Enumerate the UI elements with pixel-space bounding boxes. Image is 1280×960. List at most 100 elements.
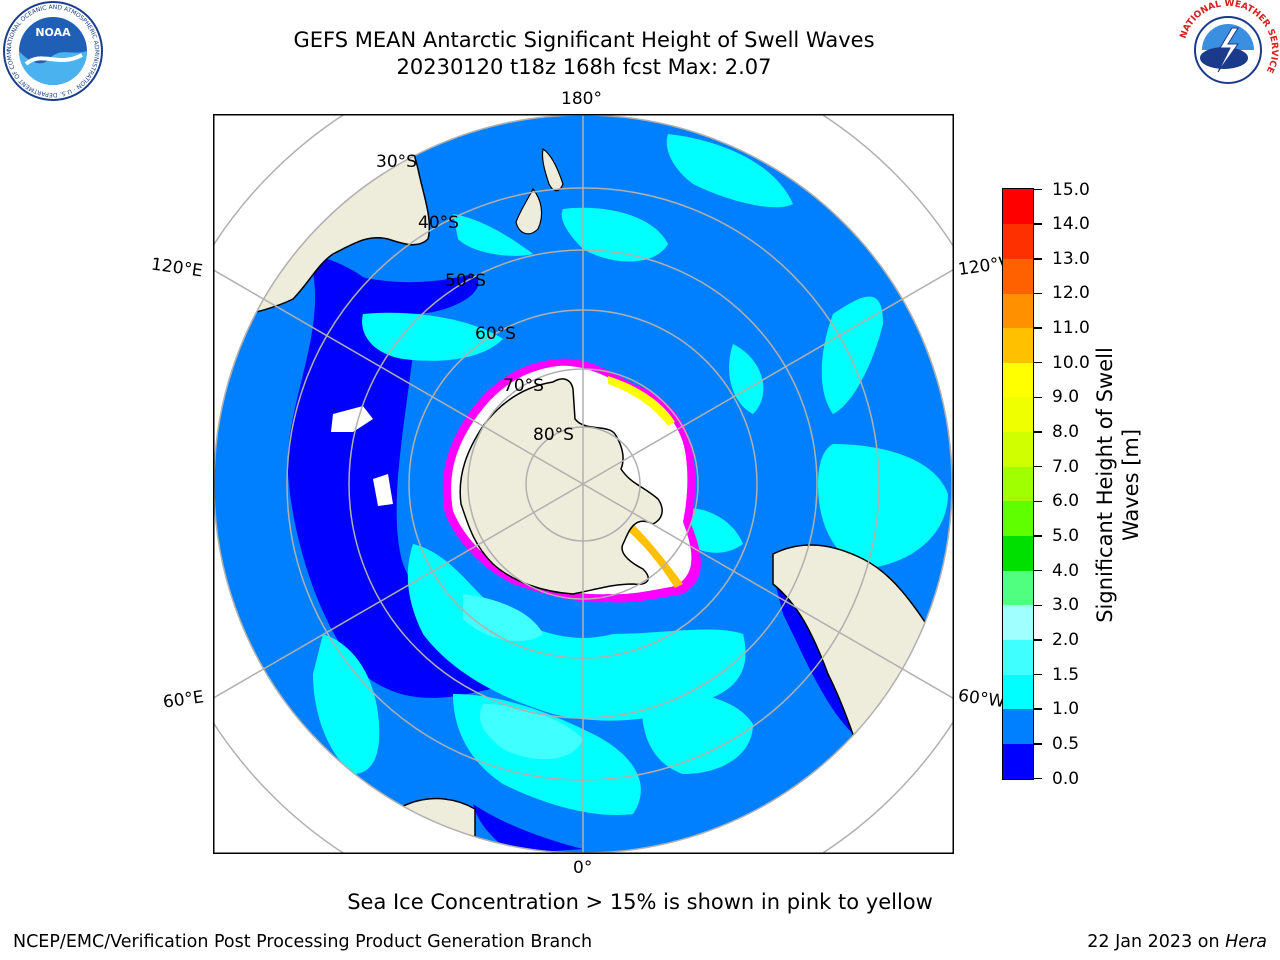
colorbar-tick xyxy=(1034,569,1042,572)
lon-label-0: 0° xyxy=(573,858,593,878)
colorbar-segment xyxy=(1003,674,1033,710)
lat-label-60s: 60°S xyxy=(475,324,516,344)
swell-region-cyan xyxy=(561,207,668,262)
colorbar-tick-label: 3.0 xyxy=(1052,595,1080,616)
lon-label-60e: 60°E xyxy=(161,687,206,713)
colorbar-tick-label: 5.0 xyxy=(1052,525,1080,546)
lat-label-50s: 50°S xyxy=(445,271,486,291)
colorbar-tick-label: 2.0 xyxy=(1052,629,1080,650)
colorbar-title: Significant Height of Swell Waves [m] xyxy=(1092,347,1144,623)
colorbar-tick-label: 15.0 xyxy=(1052,179,1090,200)
swell-region-cyan xyxy=(407,544,746,721)
lon-label-180: 180° xyxy=(561,89,602,109)
footer-date-text: 22 Jan 2023 on xyxy=(1087,932,1226,952)
colorbar-tick-label: 10.0 xyxy=(1052,352,1090,373)
colorbar-segment xyxy=(1003,362,1033,398)
colorbar-tick xyxy=(1034,361,1042,364)
colorbar-tick xyxy=(1034,500,1042,503)
colorbar-segment xyxy=(1003,570,1033,606)
swell-region-cyan xyxy=(821,296,883,414)
colorbar-tick xyxy=(1034,604,1042,606)
colorbar-tick xyxy=(1034,292,1042,295)
colorbar-tick-label: 9.0 xyxy=(1052,387,1080,408)
colorbar-tick-label: 6.0 xyxy=(1052,491,1080,512)
footer-date: 22 Jan 2023 on Hera xyxy=(1087,932,1267,952)
colorbar-tick-label: 1.5 xyxy=(1052,664,1080,685)
colorbar-tick-label: 0.5 xyxy=(1052,733,1080,754)
colorbar-tick xyxy=(1034,223,1042,225)
colorbar-title-line1: Significant Height of Swell xyxy=(1093,347,1117,623)
swell-region-cyan xyxy=(313,634,380,774)
colorbar-segment xyxy=(1003,258,1033,294)
colorbar-segment xyxy=(1003,708,1033,744)
colorbar-segment xyxy=(1003,604,1033,640)
footer-host: Hera xyxy=(1225,932,1267,952)
colorbar-segment xyxy=(1003,743,1033,779)
colorbar-tick xyxy=(1034,431,1042,433)
colorbar-tick xyxy=(1034,188,1042,191)
colorbar-segment xyxy=(1003,466,1033,502)
colorbar-tick xyxy=(1034,743,1042,745)
colorbar-tick xyxy=(1034,708,1042,710)
swell-region-cyan xyxy=(642,692,753,774)
colorbar-title-line2: Waves [m] xyxy=(1119,428,1143,542)
colorbar-tick xyxy=(1034,639,1042,641)
lon-label-120e: 120°E xyxy=(149,254,204,282)
lon-60e-120w-line xyxy=(213,268,954,700)
swell-region-aqua xyxy=(479,704,583,760)
swell-region-cyan xyxy=(362,312,503,361)
sea-ice-high xyxy=(608,376,675,426)
new-zealand-south-island xyxy=(515,187,543,235)
lon-label-60w: 60°W xyxy=(956,685,1007,713)
lat-label-80s: 80°S xyxy=(533,425,574,445)
colorbar-tick xyxy=(1034,327,1042,329)
antarctic-map: 30°S 40°S 50°S 60°S 70°S 80°S xyxy=(213,114,954,854)
colorbar-tick-label: 12.0 xyxy=(1052,283,1090,304)
colorbar-segment xyxy=(1003,431,1033,467)
swell-region-low xyxy=(308,254,479,315)
noaa-logo-text: NOAA xyxy=(35,26,71,39)
swell-region-cyan xyxy=(666,134,793,208)
chart-title-line1: GEFS MEAN Antarctic Significant Height o… xyxy=(293,28,875,52)
map-border xyxy=(213,114,954,854)
swell-region-low xyxy=(287,254,513,698)
colorbar xyxy=(1002,188,1034,780)
colorbar-tick xyxy=(1034,535,1042,537)
colorbar-segment xyxy=(1003,189,1033,225)
sea-ice-high xyxy=(627,524,683,588)
colorbar-tick-label: 14.0 xyxy=(1052,214,1090,235)
sea-ice-note: Sea Ice Concentration > 15% is shown in … xyxy=(347,890,933,914)
colorbar-segment xyxy=(1003,535,1033,571)
colorbar-tick xyxy=(1034,777,1042,780)
nws-logo: NATIONAL WEATHER SERVICE xyxy=(1179,0,1279,98)
no-data-patch xyxy=(373,474,393,506)
colorbar-segment xyxy=(1003,639,1033,675)
colorbar-tick xyxy=(1034,465,1042,468)
swell-region-cyan xyxy=(818,444,948,569)
colorbar-tick-label: 7.0 xyxy=(1052,456,1080,477)
colorbar-tick-label: 8.0 xyxy=(1052,422,1080,443)
lat-label-40s: 40°S xyxy=(418,213,459,233)
colorbar-tick-label: 4.0 xyxy=(1052,560,1080,581)
swell-region-low xyxy=(473,804,583,853)
colorbar-tick-label: 11.0 xyxy=(1052,318,1090,339)
lat-label-30s: 30°S xyxy=(376,152,417,172)
no-data-patch xyxy=(331,406,373,432)
colorbar-segment xyxy=(1003,500,1033,537)
colorbar-tick-label: 13.0 xyxy=(1052,248,1090,269)
longitude-grid xyxy=(213,114,954,854)
noaa-logo: NATIONAL OCEANIC AND ATMOSPHERIC ADMINIS… xyxy=(2,0,103,101)
colorbar-tick xyxy=(1034,258,1042,260)
colorbar-segment xyxy=(1003,396,1033,433)
lat-label-70s: 70°S xyxy=(503,376,544,396)
swell-region-cyan xyxy=(729,344,764,414)
colorbar-tick xyxy=(1034,673,1042,676)
colorbar-segment xyxy=(1003,223,1033,259)
colorbar-tick-label: 0.0 xyxy=(1052,768,1080,789)
new-zealand-north-island xyxy=(541,148,564,192)
footer-credit: NCEP/EMC/Verification Post Processing Pr… xyxy=(13,932,593,952)
colorbar-segment xyxy=(1003,292,1033,329)
swell-region-aqua xyxy=(463,594,543,642)
colorbar-tick-label: 1.0 xyxy=(1052,699,1080,720)
colorbar-segment xyxy=(1003,327,1033,363)
